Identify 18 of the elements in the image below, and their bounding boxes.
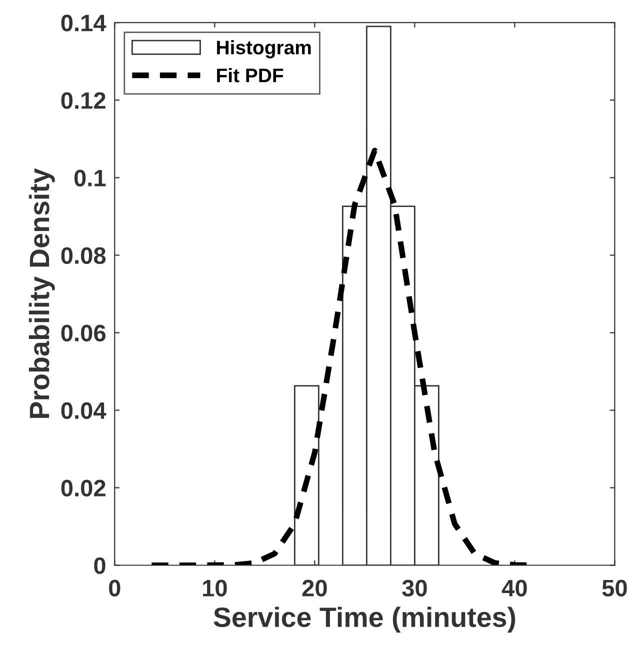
x-tick-label: 0 [109, 580, 120, 596]
x-axis-title: Service Time (minutes) [214, 606, 516, 633]
y-tick-label: 0.1 [74, 170, 106, 186]
legend-label: Fit PDF [217, 68, 284, 82]
x-tick-label: 30 [402, 580, 427, 597]
y-tick-label: 0.04 [61, 402, 106, 419]
x-tick-label: 20 [302, 580, 327, 596]
y-tick-label: 0.08 [61, 247, 106, 264]
x-tick-label: 40 [502, 580, 527, 596]
y-tick-label: 0.02 [61, 480, 106, 497]
y-tick-label: 0 [94, 557, 106, 574]
legend-label: Histogram [217, 40, 311, 58]
y-axis-title: Probability Density [28, 168, 55, 418]
y-tick-label: 0.06 [61, 324, 106, 342]
y-tick-label: 0.14 [61, 14, 106, 32]
y-tick-label: 0.12 [61, 92, 106, 109]
x-tick-label: 10 [203, 580, 227, 596]
x-tick-label: 50 [602, 580, 627, 596]
